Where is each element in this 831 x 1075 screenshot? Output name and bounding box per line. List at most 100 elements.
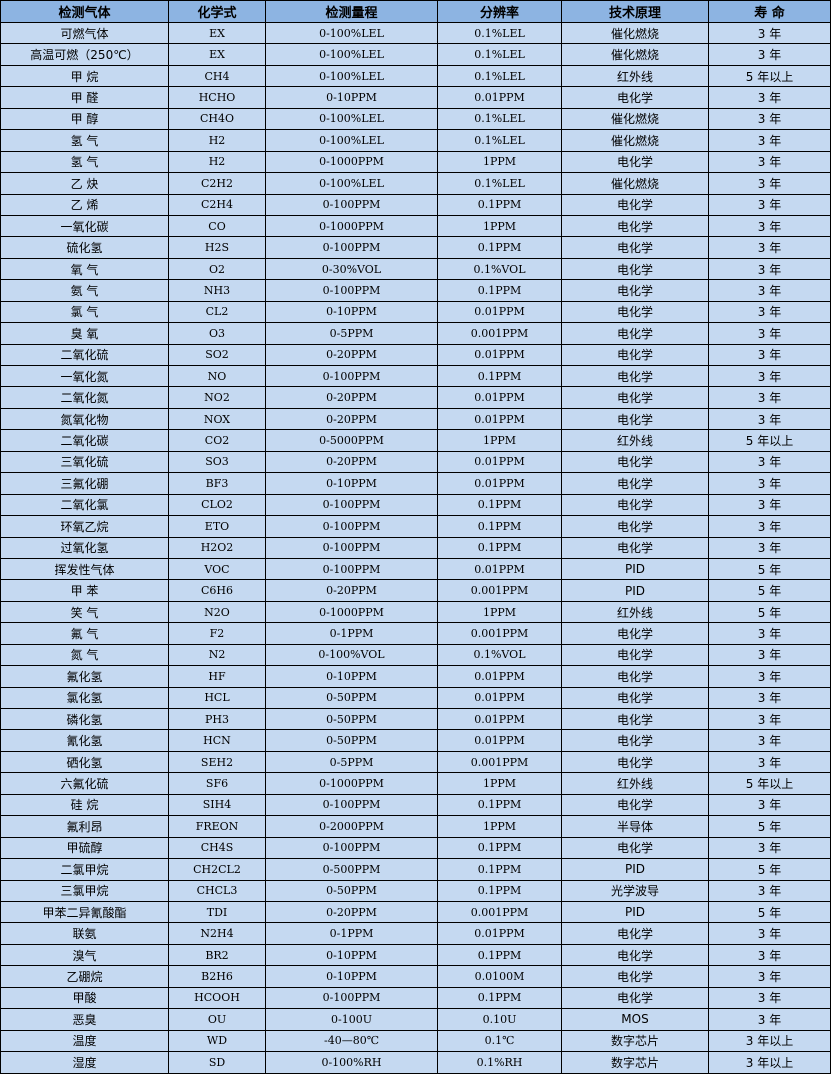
cell-lifespan: 3 年 [708, 21, 831, 45]
table-row: 笑 气 N2O 0-1000PPM 1PPM 红外线 5 年 [0, 600, 831, 624]
cell-range: 0-100%LEL [265, 172, 438, 195]
cell-resolution: 0.01PPM [437, 472, 562, 495]
cell-gas: 氟化氢 [0, 665, 169, 688]
cell-principle: 电化学 [561, 364, 709, 388]
cell-formula: F2 [168, 622, 266, 645]
table-row: 氯 气 CL2 0-10PPM 0.01PPM 电化学 3 年 [0, 300, 831, 324]
cell-formula: SO3 [168, 450, 266, 474]
cell-principle: 电化学 [561, 257, 709, 281]
cell-range: 0-1PPM [265, 922, 438, 945]
cell-range: 0-2000PPM [265, 815, 438, 838]
cell-formula: TDI [168, 900, 266, 924]
cell-gas: 二氧化氯 [0, 493, 169, 517]
cell-principle: 电化学 [561, 622, 709, 645]
table-row: 乙硼烷 B2H6 0-10PPM 0.0100M 电化学 3 年 [0, 965, 831, 988]
cell-lifespan: 3 年 [708, 965, 831, 988]
cell-resolution: 0.1PPM [437, 858, 562, 881]
cell-range: 0-1000PPM [265, 772, 438, 795]
cell-resolution: 0.1PPM [437, 879, 562, 902]
cell-gas: 温度 [0, 1029, 169, 1053]
cell-lifespan: 3 年 [708, 515, 831, 538]
cell-lifespan: 3 年 [708, 172, 831, 195]
cell-principle: PID [561, 858, 709, 881]
cell-gas: 六氟化硫 [0, 772, 169, 795]
cell-lifespan: 3 年 [708, 686, 831, 710]
cell-formula: SF6 [168, 772, 266, 795]
cell-gas: 乙 炔 [0, 172, 169, 195]
cell-formula: SEH2 [168, 750, 266, 774]
cell-resolution: 0.1PPM [437, 193, 562, 216]
table-row: 挥发性气体 VOC 0-100PPM 0.01PPM PID 5 年 [0, 557, 831, 581]
cell-resolution: 0.1PPM [437, 943, 562, 967]
cell-range: 0-10PPM [265, 943, 438, 967]
cell-principle: 电化学 [561, 86, 709, 109]
cell-lifespan: 3 年 [708, 322, 831, 345]
table-row: 一氧化氮 NO 0-100PPM 0.1PPM 电化学 3 年 [0, 364, 831, 388]
cell-formula: O3 [168, 322, 266, 345]
cell-gas: 湿度 [0, 1051, 169, 1074]
cell-principle: 红外线 [561, 772, 709, 795]
cell-lifespan: 3 年 [708, 750, 831, 774]
cell-resolution: 0.01PPM [437, 407, 562, 431]
cell-gas: 挥发性气体 [0, 557, 169, 581]
cell-resolution: 0.01PPM [437, 343, 562, 367]
header-gas: 检测气体 [0, 0, 169, 23]
cell-gas: 磷化氢 [0, 707, 169, 731]
cell-gas: 三氯甲烷 [0, 879, 169, 902]
table-row: 湿度 SD 0-100%RH 0.1%RH 数字芯片 3 年以上 [0, 1051, 831, 1074]
cell-gas: 乙硼烷 [0, 965, 169, 988]
cell-resolution: 0.001PPM [437, 900, 562, 924]
cell-resolution: 0.01PPM [437, 665, 562, 688]
header-resolution: 分辨率 [437, 0, 562, 23]
cell-principle: 电化学 [561, 515, 709, 538]
cell-lifespan: 5 年以上 [708, 772, 831, 795]
cell-range: 0-10PPM [265, 472, 438, 495]
cell-principle: 光学波导 [561, 879, 709, 902]
cell-formula: ETO [168, 515, 266, 538]
cell-gas: 甲 苯 [0, 579, 169, 602]
cell-principle: 电化学 [561, 386, 709, 409]
cell-lifespan: 3 年 [708, 1008, 831, 1031]
cell-formula: OU [168, 1008, 266, 1031]
cell-resolution: 0.1PPM [437, 986, 562, 1010]
cell-gas: 氮氧化物 [0, 407, 169, 431]
cell-gas: 氟利昂 [0, 815, 169, 838]
cell-range: 0-1000PPM [265, 214, 438, 238]
cell-resolution: 0.1℃ [437, 1029, 562, 1053]
table-row: 氟 气 F2 0-1PPM 0.001PPM 电化学 3 年 [0, 622, 831, 645]
table-row: 甲酸 HCOOH 0-100PPM 0.1PPM 电化学 3 年 [0, 986, 831, 1010]
cell-gas: 氟 气 [0, 622, 169, 645]
cell-gas: 一氧化碳 [0, 214, 169, 238]
cell-principle: 半导体 [561, 815, 709, 838]
cell-range: 0-10PPM [265, 86, 438, 109]
cell-principle: 催化燃烧 [561, 129, 709, 152]
header-range: 检测量程 [265, 0, 438, 23]
header-formula: 化学式 [168, 0, 266, 23]
cell-lifespan: 3 年 [708, 43, 831, 66]
cell-lifespan: 3 年 [708, 129, 831, 152]
cell-formula: C6H6 [168, 579, 266, 602]
cell-resolution: 0.1%LEL [437, 172, 562, 195]
table-row: 三氟化硼 BF3 0-10PPM 0.01PPM 电化学 3 年 [0, 472, 831, 495]
cell-gas: 三氧化硫 [0, 450, 169, 474]
table-row: 甲硫醇 CH4S 0-100PPM 0.1PPM 电化学 3 年 [0, 836, 831, 860]
cell-lifespan: 3 年 [708, 450, 831, 474]
cell-resolution: 0.1%LEL [437, 129, 562, 152]
cell-range: -40—80℃ [265, 1029, 438, 1053]
table-row: 甲 烷 CH4 0-100%LEL 0.1%LEL 红外线 5 年以上 [0, 64, 831, 88]
cell-resolution: 1PPM [437, 600, 562, 624]
cell-formula: CH4 [168, 64, 266, 88]
cell-principle: PID [561, 900, 709, 924]
cell-range: 0-100PPM [265, 536, 438, 559]
cell-resolution: 0.001PPM [437, 622, 562, 645]
cell-formula: CO2 [168, 429, 266, 452]
cell-resolution: 0.001PPM [437, 322, 562, 345]
cell-principle: MOS [561, 1008, 709, 1031]
cell-range: 0-20PPM [265, 579, 438, 602]
cell-lifespan: 3 年 [708, 150, 831, 174]
cell-gas: 二氧化碳 [0, 429, 169, 452]
table-row: 二氧化氯 CLO2 0-100PPM 0.1PPM 电化学 3 年 [0, 493, 831, 517]
cell-principle: 电化学 [561, 986, 709, 1010]
cell-lifespan: 3 年 [708, 257, 831, 281]
cell-resolution: 0.01PPM [437, 386, 562, 409]
